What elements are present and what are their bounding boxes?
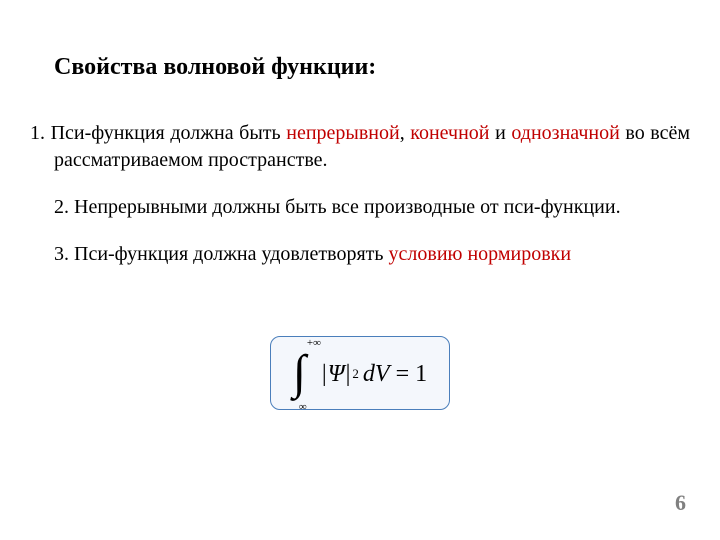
abs-right-bar: |: [345, 361, 352, 388]
slide-title: Свойства волновой функции:: [54, 54, 376, 81]
equation-box: +∞ ∫ ∞ |Ψ|2dV=1: [270, 336, 450, 410]
property-2: 2. Непрерывными должны быть все производ…: [30, 194, 690, 221]
integral-symbol: +∞ ∫ ∞: [293, 347, 315, 401]
upper-limit: +∞: [307, 337, 321, 349]
normalization-equation: +∞ ∫ ∞ |Ψ|2dV=1: [293, 347, 427, 401]
exponent-2: 2: [352, 366, 359, 382]
sep2: и: [490, 122, 512, 144]
equals-sign: =: [396, 361, 410, 388]
lower-limit: ∞: [299, 401, 307, 413]
slide: Свойства волновой функции: 1. Пси-функци…: [0, 0, 720, 540]
property-1: 1. Пси-функция должна быть непрерывной, …: [30, 120, 690, 174]
psi-symbol: Ψ: [328, 361, 345, 388]
item3-text: 3. Пси-функция должна удовлетворять: [54, 243, 389, 265]
item1-text-a: Пси-функция должна быть: [51, 122, 287, 144]
keyword-single-valued: однозначной: [511, 122, 619, 144]
equation-container: +∞ ∫ ∞ |Ψ|2dV=1: [0, 336, 720, 410]
page-number: 6: [675, 490, 686, 516]
abs-left-bar: |: [321, 361, 328, 388]
dV: dV: [363, 361, 390, 388]
body-text: 1. Пси-функция должна быть непрерывной, …: [30, 120, 690, 268]
sep1: ,: [400, 122, 411, 144]
item1-number: 1.: [30, 122, 45, 144]
integral-sign: ∫: [293, 349, 306, 397]
keyword-finite: конечной: [410, 122, 489, 144]
rhs-one: 1: [415, 361, 427, 388]
property-3: 3. Пси-функция должна удовлетворять усло…: [30, 241, 690, 268]
keyword-continuous: непрерывной: [286, 122, 399, 144]
keyword-normalization: условию нормировки: [389, 243, 572, 265]
